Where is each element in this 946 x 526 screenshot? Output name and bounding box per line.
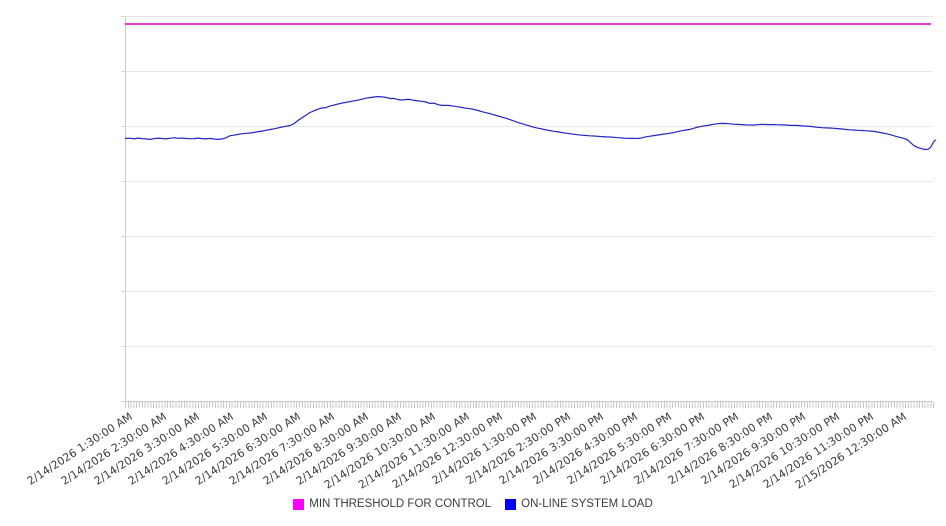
legend-label-min-threshold: MIN THRESHOLD FOR CONTROL <box>309 498 492 510</box>
min-threshold-swatch-icon <box>293 499 305 510</box>
y-axis-tick-stubs <box>121 16 125 402</box>
legend-item-online-system-load[interactable]: ON-LINE SYSTEM LOAD <box>505 498 653 511</box>
x-axis-tick-comb <box>125 402 935 408</box>
plot-area <box>125 16 933 402</box>
legend-label-online-system-load: ON-LINE SYSTEM LOAD <box>521 498 653 510</box>
legend: MIN THRESHOLD FOR CONTROL ON-LINE SYSTEM… <box>0 498 946 511</box>
legend-item-min-threshold[interactable]: MIN THRESHOLD FOR CONTROL <box>293 498 491 511</box>
y-axis-line <box>125 16 126 407</box>
online-system-load-swatch-icon <box>505 499 517 510</box>
